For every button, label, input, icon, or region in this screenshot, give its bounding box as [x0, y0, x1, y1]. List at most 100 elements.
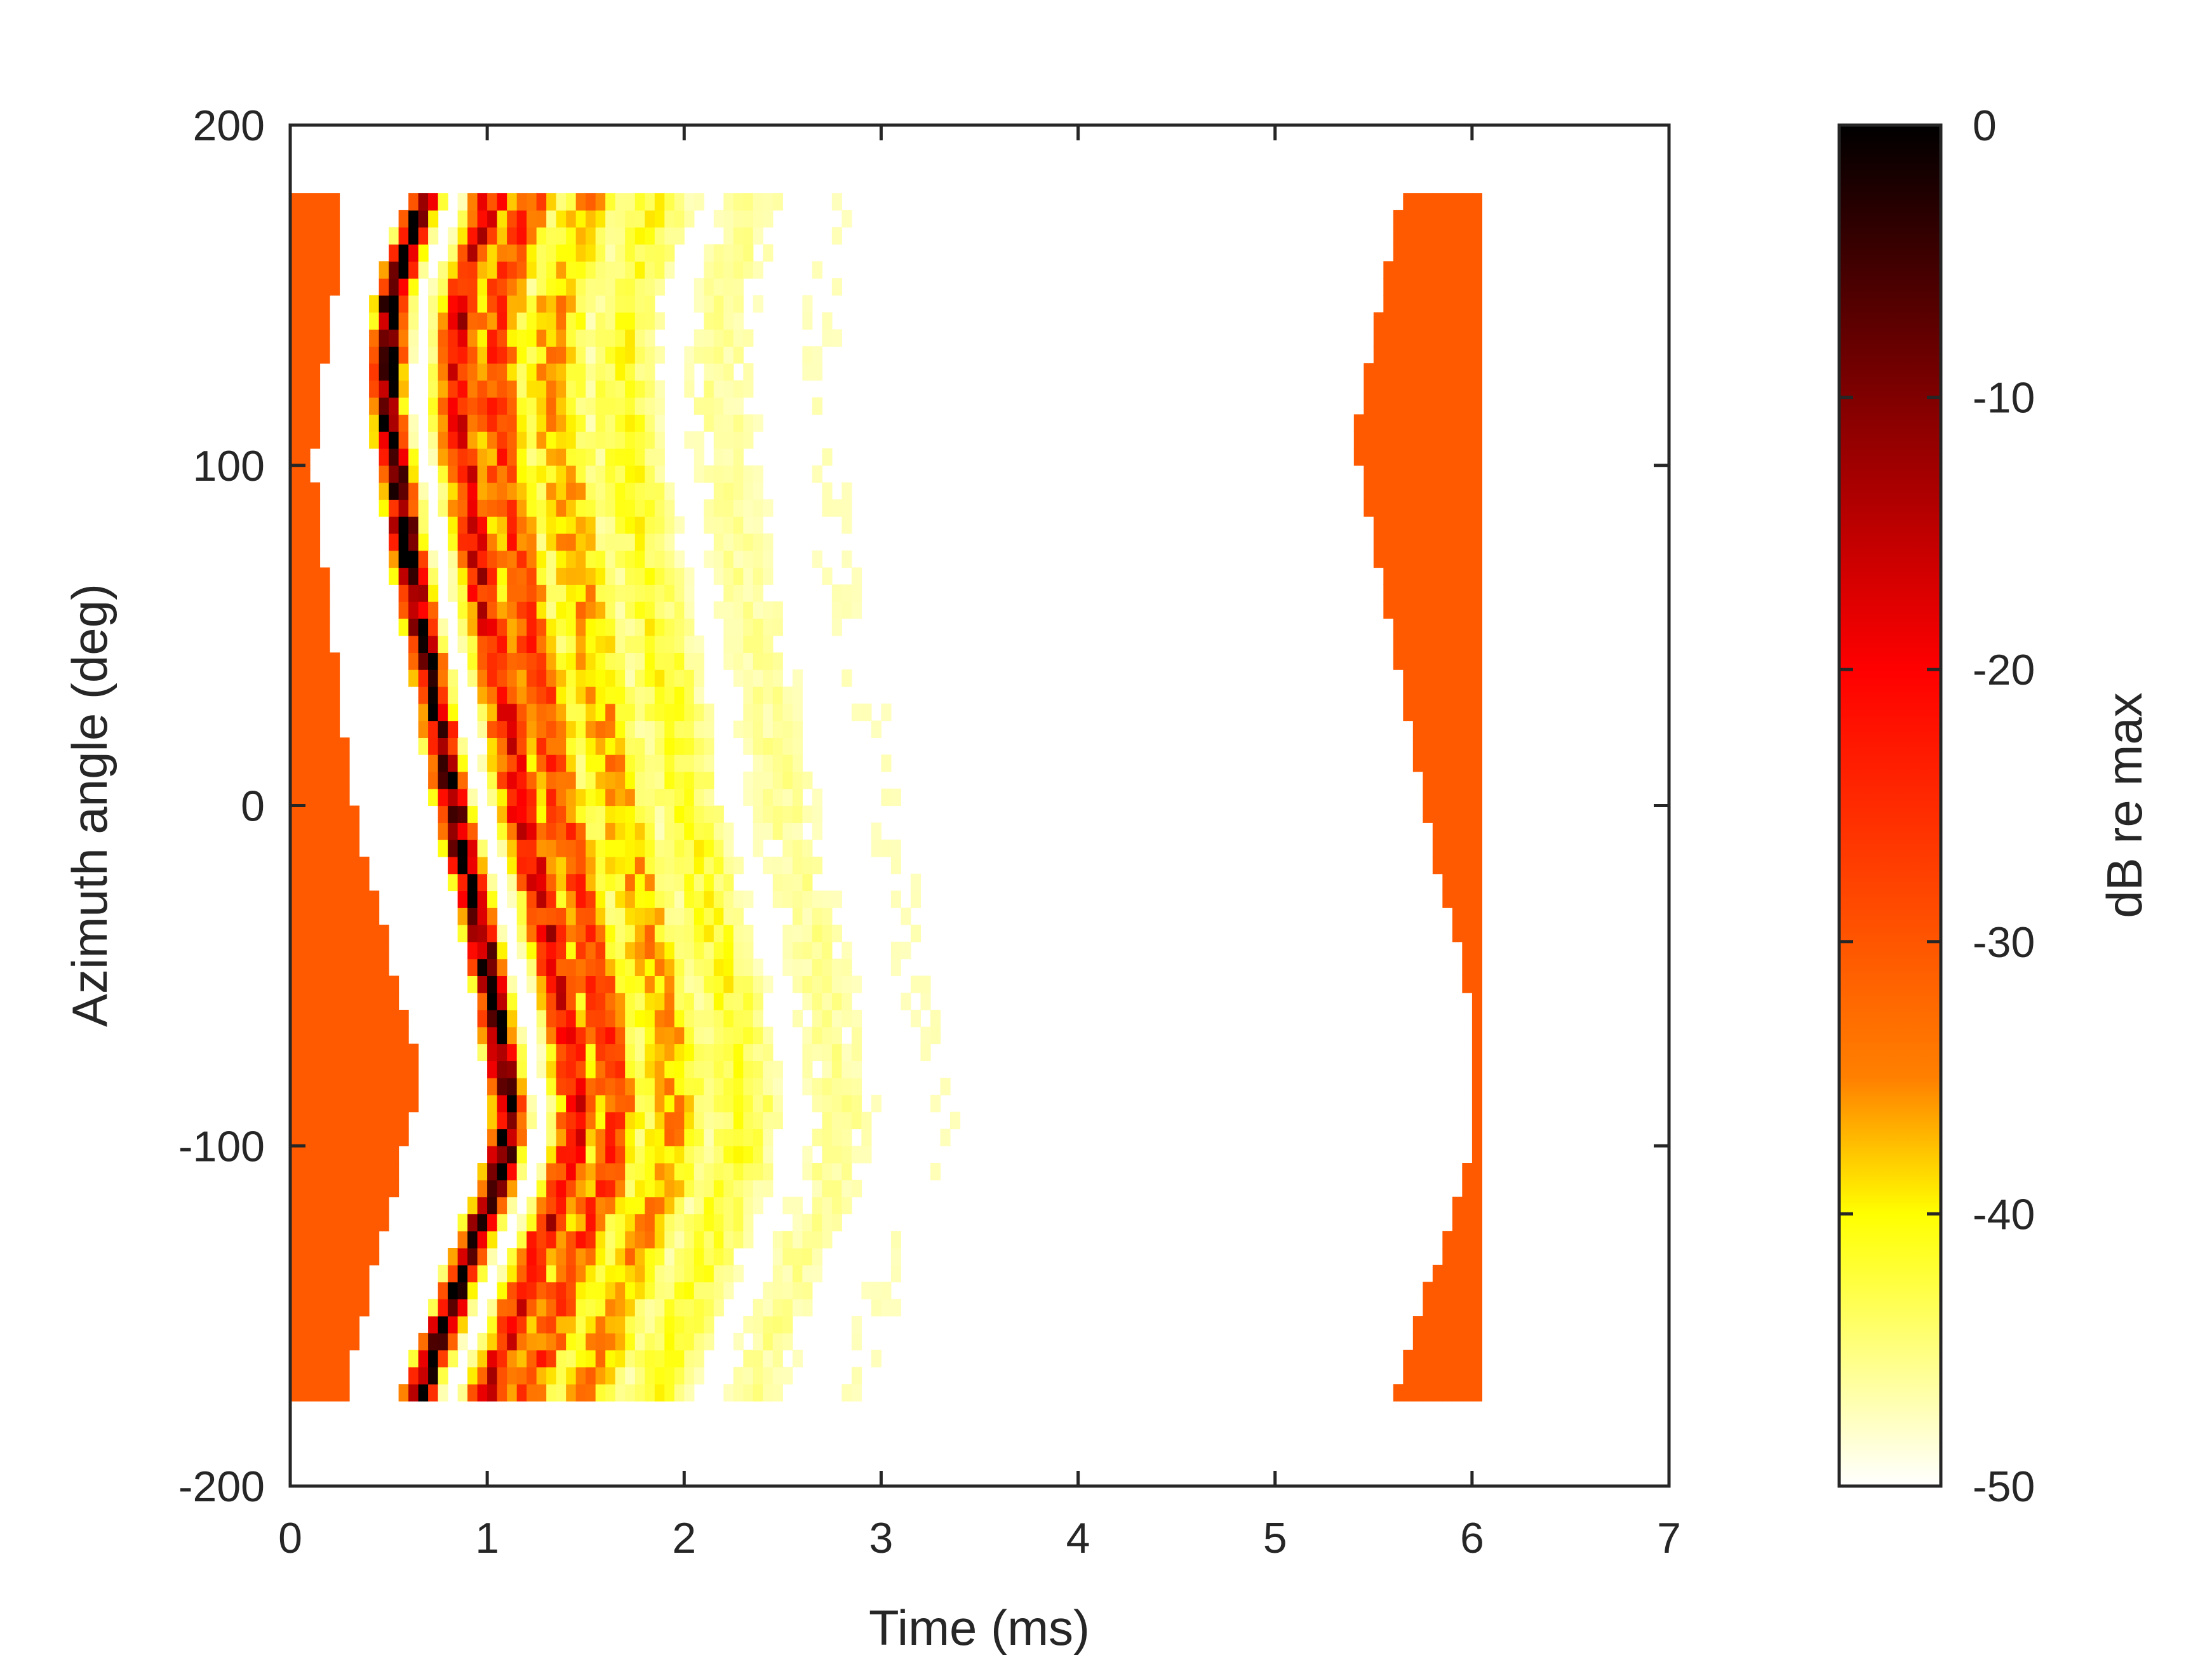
heatmap-cell	[645, 584, 655, 602]
heatmap-cell	[1452, 771, 1463, 789]
heatmap-cell	[379, 1129, 389, 1146]
heatmap-cell	[684, 584, 695, 602]
heatmap-cell	[743, 618, 754, 636]
heatmap-cell	[389, 261, 399, 279]
heatmap-cell	[694, 652, 704, 670]
heatmap-cell	[645, 550, 655, 568]
heatmap-cell	[586, 703, 596, 721]
heatmap-cell	[1393, 465, 1404, 483]
heatmap-cell	[841, 1163, 852, 1181]
heatmap-cell	[694, 1248, 704, 1266]
x-tick-label: 2	[672, 1514, 696, 1562]
heatmap-cell	[319, 193, 330, 211]
heatmap-cell	[300, 380, 311, 398]
heatmap-cell	[664, 754, 675, 772]
heatmap-cell	[802, 1146, 813, 1163]
heatmap-cell	[516, 941, 527, 960]
heatmap-cell	[743, 363, 754, 381]
heatmap-cell	[625, 533, 636, 551]
heatmap-cell	[507, 295, 518, 313]
heatmap-cell	[645, 227, 655, 245]
heatmap-cell	[516, 669, 527, 687]
heatmap-cell	[1423, 805, 1433, 823]
heatmap-cell	[1432, 737, 1443, 755]
heatmap-cell	[615, 720, 626, 738]
heatmap-cell	[467, 908, 478, 925]
heatmap-cell	[1471, 1384, 1482, 1402]
heatmap-cell	[1432, 652, 1443, 670]
heatmap-cell	[369, 295, 380, 313]
heatmap-cell	[723, 295, 734, 313]
heatmap-cell	[802, 1061, 813, 1078]
heatmap-cell	[704, 1061, 714, 1078]
heatmap-cell	[516, 1367, 527, 1384]
heatmap-cell	[300, 584, 311, 602]
heatmap-cell	[704, 925, 714, 942]
heatmap-cell	[379, 925, 389, 942]
heatmap-cell	[497, 601, 507, 619]
heatmap-cell	[477, 993, 488, 1010]
heatmap-cell	[763, 1078, 774, 1096]
heatmap-cell	[743, 414, 754, 432]
heatmap-cell	[408, 346, 419, 364]
heatmap-cell	[763, 1043, 774, 1061]
heatmap-cell	[300, 652, 311, 670]
heatmap-cell	[310, 1316, 321, 1334]
heatmap-cell	[379, 397, 389, 415]
heatmap-cell	[526, 1111, 537, 1130]
heatmap-cell	[645, 397, 655, 415]
heatmap-cell	[438, 618, 448, 636]
heatmap-cell	[586, 1043, 596, 1061]
heatmap-cell	[645, 363, 655, 381]
heatmap-cell	[645, 312, 655, 330]
heatmap-cell	[428, 754, 439, 772]
heatmap-cell	[625, 941, 636, 960]
heatmap-cell	[605, 550, 616, 568]
heatmap-cell	[467, 856, 478, 875]
heatmap-cell	[625, 193, 636, 211]
heatmap-cell	[654, 601, 665, 619]
heatmap-cell	[831, 890, 842, 908]
heatmap-cell	[615, 1078, 626, 1096]
heatmap-cell	[300, 312, 311, 330]
heatmap-cell	[586, 805, 596, 823]
heatmap-cell	[713, 295, 724, 313]
heatmap-cell	[831, 993, 842, 1010]
heatmap-cell	[546, 908, 557, 925]
heatmap-cell	[477, 448, 488, 466]
heatmap-cell	[290, 1026, 301, 1045]
heatmap-cell	[575, 1350, 586, 1368]
heatmap-cell	[694, 397, 704, 415]
heatmap-cell	[477, 567, 488, 585]
heatmap-cell	[526, 840, 537, 857]
heatmap-cell	[575, 346, 586, 364]
heatmap-cell	[349, 1214, 360, 1231]
heatmap-cell	[634, 567, 645, 585]
heatmap-cell	[615, 499, 626, 517]
heatmap-cell	[645, 873, 655, 892]
heatmap-cell	[526, 329, 537, 347]
heatmap-cell	[290, 533, 301, 551]
heatmap-cell	[369, 1078, 380, 1096]
heatmap-cell	[1462, 397, 1473, 415]
heatmap-cell	[497, 329, 507, 347]
heatmap-cell	[300, 993, 311, 1010]
heatmap-cell	[546, 448, 557, 466]
heatmap-cell	[516, 482, 527, 500]
heatmap-cell	[713, 1061, 724, 1078]
heatmap-cell	[556, 993, 566, 1010]
heatmap-cell	[526, 1299, 537, 1317]
heatmap-cell	[743, 1350, 754, 1368]
heatmap-cell	[674, 993, 685, 1010]
heatmap-cell	[664, 669, 675, 687]
heatmap-cell	[704, 550, 714, 568]
heatmap-cell	[753, 618, 763, 636]
heatmap-cell	[1442, 1231, 1453, 1249]
heatmap-cell	[625, 788, 636, 807]
heatmap-cell	[566, 550, 577, 568]
heatmap-cell	[566, 669, 577, 687]
heatmap-cell	[300, 669, 311, 687]
heatmap-cell	[743, 1111, 754, 1130]
heatmap-cell	[694, 822, 704, 840]
heatmap-cell	[664, 584, 675, 602]
